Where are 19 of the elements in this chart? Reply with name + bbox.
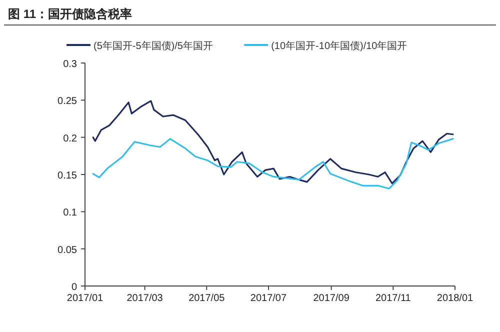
- legend-label: (5年国开-5年国债)/5年国开: [94, 40, 213, 52]
- legend-label: (10年国开-10年国债)/10年国开: [271, 40, 408, 52]
- y-tick-label: 0.25: [58, 96, 78, 108]
- x-tick-label: 2018/01: [436, 293, 474, 304]
- y-tick-label: 0.2: [63, 133, 78, 144]
- y-tick-label: 0.05: [58, 244, 78, 256]
- x-tick-label: 2017/05: [188, 293, 226, 304]
- x-tick-label: 2017/01: [66, 293, 104, 304]
- x-tick-label: 2017/11: [375, 293, 412, 304]
- x-tick-label: 2017/09: [313, 293, 350, 304]
- y-tick-label: 0: [71, 282, 78, 293]
- line-series: [92, 100, 454, 184]
- y-tick-label: 0.15: [58, 170, 78, 182]
- y-tick-label: 0.3: [63, 59, 78, 70]
- y-tick-label: 0.1: [63, 208, 78, 219]
- x-tick-label: 2017/07: [250, 293, 287, 304]
- chart-title: 图 11：国开债隐含税率: [8, 7, 132, 21]
- x-tick-label: 2017/03: [126, 293, 164, 304]
- line-series: [92, 138, 454, 190]
